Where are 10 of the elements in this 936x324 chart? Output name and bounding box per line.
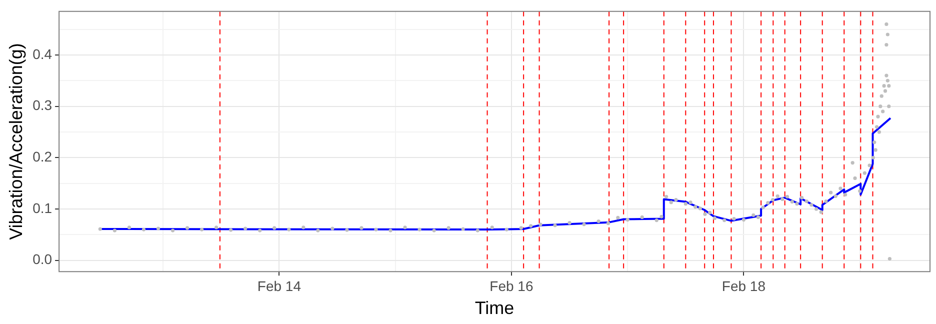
y-axis-title: Vibration/Acceleration(g) [6, 43, 26, 240]
x-tick-label: Feb 16 [490, 278, 534, 294]
y-tick-label: 0.2 [32, 148, 52, 165]
x-tick-label: Feb 14 [257, 278, 302, 294]
x-tick-label: Feb 18 [722, 278, 766, 294]
y-tick-label: 0.4 [32, 46, 52, 62]
y-tick-label: 0.0 [32, 251, 52, 268]
y-tick-label: 0.3 [32, 97, 52, 114]
x-axis-title: Time [474, 298, 514, 318]
y-tick-label: 0.1 [32, 200, 52, 216]
